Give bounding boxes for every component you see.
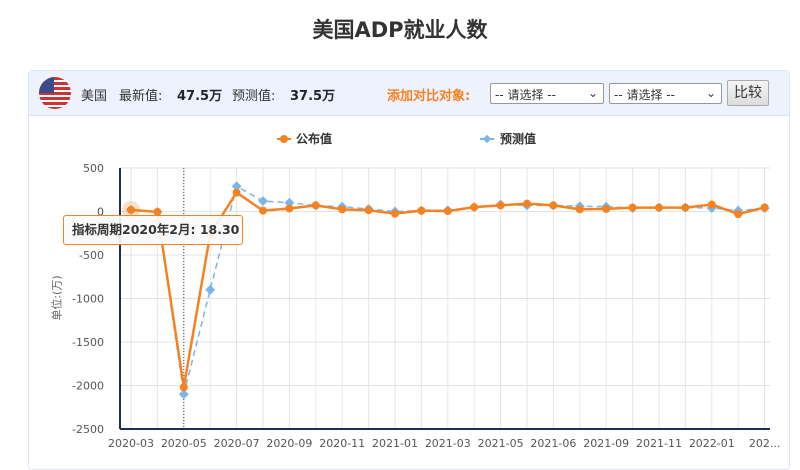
y-axis-label: 单位:(万) (50, 275, 64, 321)
y-tick-label: -1000 (72, 293, 104, 306)
header-bar: 美国 最新值: 47.5万 预测值: 37.5万 添加对比对象: -- 请选择 … (29, 71, 789, 116)
legend-forecast-label: 预测值 (500, 131, 536, 146)
actual-point (760, 203, 769, 212)
y-tick-label: -2500 (72, 423, 104, 436)
chart-panel: 美国 最新值: 47.5万 预测值: 37.5万 添加对比对象: -- 请选择 … (28, 70, 790, 470)
compare-select-1[interactable]: -- 请选择 -- ⌄ (490, 83, 604, 104)
x-tick-label: 2021-01 (372, 437, 418, 450)
x-tick-label: 2020-09 (266, 437, 312, 450)
actual-point (311, 201, 320, 210)
latest-label: 最新值: (119, 89, 163, 104)
y-tick-label: 0 (97, 206, 104, 219)
select-2-value: -- 请选择 -- (614, 88, 675, 102)
forecast-point (284, 197, 295, 208)
actual-point (734, 210, 743, 219)
actual-point (681, 203, 690, 212)
y-tick-label: -2000 (72, 380, 104, 393)
forecast-value: 37.5万 (290, 89, 336, 104)
actual-point (470, 203, 479, 212)
actual-point (364, 206, 373, 215)
forecast-point (258, 196, 268, 207)
y-tick-label: 500 (83, 162, 104, 175)
x-tick-label: 2020-07 (214, 437, 260, 450)
actual-point (575, 205, 584, 214)
x-tick-label: 2020-11 (319, 437, 365, 450)
latest-value: 47.5万 (177, 89, 223, 104)
actual-point (707, 200, 716, 209)
x-tick-label: 2021-09 (583, 437, 629, 450)
chevron-down-icon: ⌄ (705, 86, 716, 100)
x-tick-label: 2020-03 (108, 437, 154, 450)
forecast-point (231, 181, 242, 192)
tooltip: 指标周期2020年2月: 18.30 (63, 215, 243, 245)
us-flag-icon (39, 77, 71, 109)
actual-point (443, 207, 452, 216)
actual-point (179, 383, 188, 392)
actual-point (153, 207, 162, 216)
actual-point (417, 206, 426, 215)
x-tick-label: 2021-03 (425, 437, 471, 450)
y-tick-label: -1500 (72, 336, 104, 349)
forecast-point (178, 389, 189, 400)
country-label: 美国 (81, 89, 108, 104)
legend-actual-marker (280, 135, 288, 143)
compare-button[interactable]: 比较 (727, 80, 769, 106)
x-tick-label: 2021-11 (636, 437, 682, 450)
x-tick-label: 2021-05 (478, 437, 524, 450)
actual-point (496, 201, 505, 210)
compare-select-2[interactable]: -- 请选择 -- ⌄ (609, 83, 722, 104)
actual-point (232, 188, 241, 197)
legend-actual-label: 公布值 (296, 131, 332, 146)
actual-point (259, 206, 267, 215)
compare-label: 添加对比对象: (387, 89, 471, 104)
forecast-point (205, 284, 216, 295)
x-tick-label: 2020-05 (161, 437, 207, 450)
actual-point (602, 204, 611, 213)
actual-point (127, 205, 135, 214)
x-tick-label: 2021-06 (530, 437, 576, 450)
legend-forecast-marker (482, 134, 492, 144)
actual-point (549, 201, 558, 210)
y-tick-label: -500 (79, 249, 104, 262)
x-tick-label: 202... (749, 437, 781, 450)
chevron-down-icon: ⌄ (587, 86, 598, 100)
actual-point (338, 205, 347, 214)
actual-point (628, 203, 637, 212)
forecast-label: 预测值: (232, 89, 276, 104)
actual-point (655, 203, 663, 212)
page-title: 美国ADP就业人数 (312, 18, 488, 42)
x-tick-label: 2022-01 (689, 437, 735, 450)
select-1-value: -- 请选择 -- (495, 88, 556, 102)
actual-point (285, 204, 294, 213)
actual-point (523, 199, 531, 208)
actual-point (391, 209, 399, 218)
